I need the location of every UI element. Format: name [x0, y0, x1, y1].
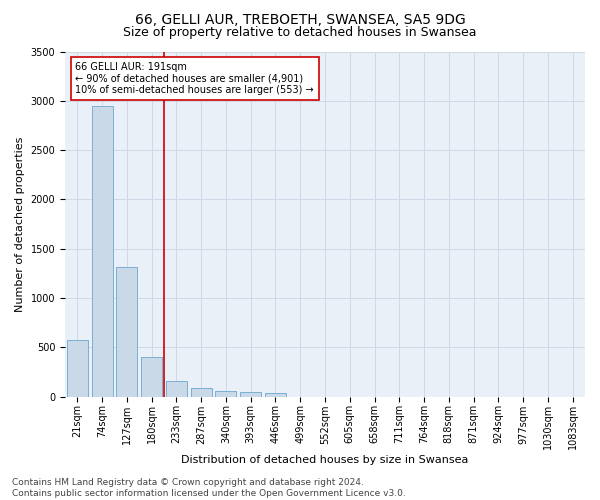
Bar	[240, 392, 261, 396]
Y-axis label: Number of detached properties: Number of detached properties	[15, 136, 25, 312]
Text: Size of property relative to detached houses in Swansea: Size of property relative to detached ho…	[123, 26, 477, 39]
Text: 66 GELLI AUR: 191sqm
← 90% of detached houses are smaller (4,901)
10% of semi-de: 66 GELLI AUR: 191sqm ← 90% of detached h…	[76, 62, 314, 95]
Bar	[67, 340, 88, 396]
Bar	[191, 388, 212, 396]
Text: 66, GELLI AUR, TREBOETH, SWANSEA, SA5 9DG: 66, GELLI AUR, TREBOETH, SWANSEA, SA5 9D…	[134, 12, 466, 26]
Text: Contains HM Land Registry data © Crown copyright and database right 2024.
Contai: Contains HM Land Registry data © Crown c…	[12, 478, 406, 498]
Bar	[215, 390, 236, 396]
Bar	[92, 106, 113, 397]
Bar	[116, 268, 137, 396]
X-axis label: Distribution of detached houses by size in Swansea: Distribution of detached houses by size …	[181, 455, 469, 465]
Bar	[166, 381, 187, 396]
Bar	[141, 357, 162, 397]
Bar	[265, 392, 286, 396]
